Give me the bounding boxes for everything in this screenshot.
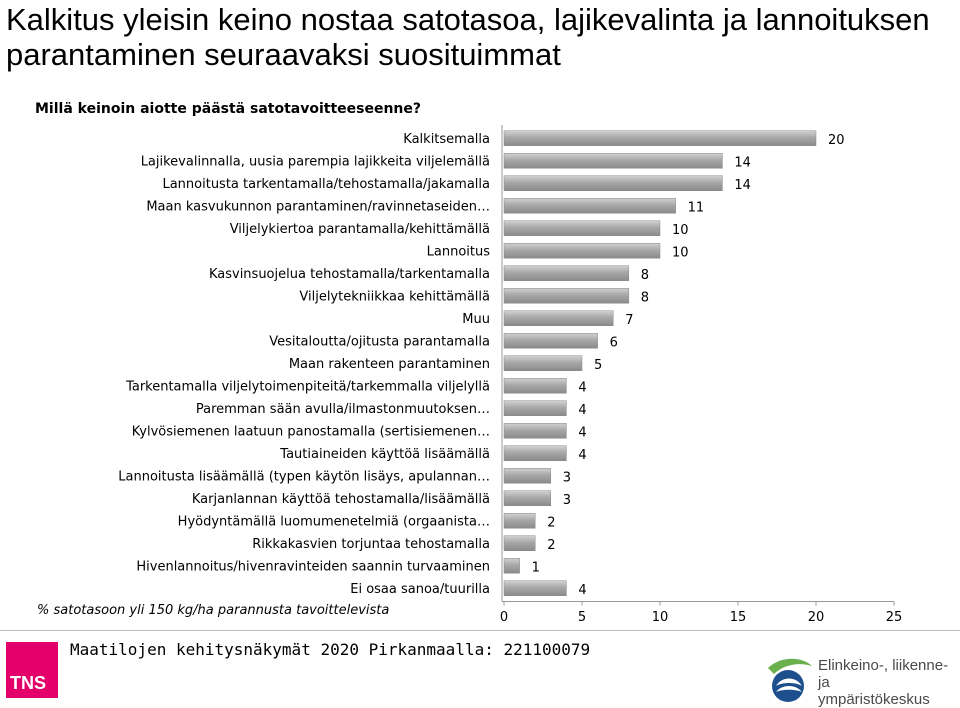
category-label: Rikkakasvien torjuntaa tehostamalla <box>252 537 490 552</box>
bar-value-label: 4 <box>578 380 586 395</box>
bar <box>503 175 723 191</box>
bar-value-label: 4 <box>578 403 586 418</box>
bar-value-label: 10 <box>672 223 689 238</box>
category-label: Tarkentamalla viljelytoimenpiteitä/tarke… <box>125 379 490 394</box>
category-label: Maan kasvukunnon parantaminen/ravinnetas… <box>146 199 490 214</box>
category-label: Ei osaa sanoa/tuurilla <box>350 582 490 597</box>
page-title: Kalkitus yleisin keino nostaa satotasoa,… <box>6 2 930 72</box>
bar-value-label: 8 <box>641 268 649 283</box>
category-label: Viljelykiertoa parantamalla/kehittämällä <box>230 222 490 237</box>
bar-value-label: 8 <box>641 290 649 305</box>
bars-group: Kalkitsemalla 20 Lajikevalinnalla, uusia p… <box>118 130 845 598</box>
bar-value-label: 2 <box>547 515 555 530</box>
bar <box>503 265 630 281</box>
category-label: Hyödyntämällä luomumenetelmiä (orgaanist… <box>178 514 490 529</box>
category-label: Muu <box>462 312 490 327</box>
x-tick-label: 25 <box>886 610 903 625</box>
x-tick-label: 0 <box>500 610 508 625</box>
bar-value-label: 3 <box>563 470 571 485</box>
bar-value-label: 10 <box>672 245 689 260</box>
category-label: Tautiaineiden käyttöä lisäämällä <box>279 447 490 462</box>
bar-value-label: 2 <box>547 538 555 553</box>
category-label: Paremman sään avulla/ilmastonmuutoksen… <box>196 402 490 417</box>
bar <box>503 445 567 461</box>
tns-logo-text: TNS <box>10 673 46 693</box>
category-label: Kalkitsemalla <box>403 132 490 147</box>
bar <box>503 580 567 596</box>
bar-value-label: 20 <box>828 133 845 148</box>
bar <box>503 423 567 439</box>
category-label: Vesitaloutta/ojitusta parantamalla <box>269 334 490 349</box>
bar <box>503 378 567 394</box>
bar-value-label: 7 <box>625 313 633 328</box>
bar-value-label: 14 <box>734 178 751 193</box>
bar-value-label: 3 <box>563 493 571 508</box>
bar <box>503 333 598 349</box>
bar-value-label: 14 <box>734 155 751 170</box>
category-label: Lannoitus <box>427 244 491 259</box>
ely-logo-line1: Elinkeino-, liikenne- ja <box>818 657 949 691</box>
footnote: % satotasoon yli 150 kg/ha parannusta ta… <box>37 603 390 618</box>
category-label: Karjanlannan käyttöä tehostamalla/lisääm… <box>192 492 490 507</box>
bar <box>503 400 567 416</box>
bar <box>503 558 520 574</box>
bar <box>503 310 614 326</box>
footer-divider <box>0 630 960 631</box>
bar-value-label: 11 <box>688 200 705 215</box>
x-tick-label: 10 <box>652 610 669 625</box>
bar-value-label: 4 <box>578 425 586 440</box>
ely-logo-icon <box>768 658 812 702</box>
bar <box>503 243 661 259</box>
category-label: Kasvinsuojelua tehostamalla/tarkentamall… <box>209 267 490 282</box>
bar <box>503 288 630 304</box>
bar <box>503 513 536 529</box>
bar-value-label: 4 <box>578 448 586 463</box>
ely-logo-line2: ympäristökeskus <box>818 691 930 708</box>
footer-source-text: Maatilojen kehitysnäkymät 2020 Pirkanmaa… <box>70 640 591 659</box>
x-tick-label: 20 <box>808 610 825 625</box>
bar-value-label: 6 <box>610 335 618 350</box>
bar-value-label: 5 <box>594 358 602 373</box>
bar-value-label: 1 <box>532 560 540 575</box>
ely-logo-text: Elinkeino-, liikenne- ja ympäristökeskus <box>818 657 958 708</box>
category-label: Viljelytekniikkaa kehittämällä <box>299 289 490 304</box>
bar <box>503 198 676 214</box>
tns-logo: TNS <box>6 642 58 698</box>
x-axis: 0 5 10 15 20 25 <box>500 125 902 625</box>
bar <box>503 355 583 371</box>
bar <box>503 535 536 551</box>
x-tick-label: 5 <box>578 610 586 625</box>
x-tick-label: 15 <box>730 610 747 625</box>
bar-value-label: 4 <box>578 583 586 598</box>
survey-question: Millä keinoin aiotte päästä satotavoitte… <box>35 101 422 117</box>
bar <box>503 153 723 169</box>
category-label: Lannoitusta lisäämällä (typen käytön lis… <box>118 469 490 484</box>
category-label: Hivenlannoitus/hivenravinteiden saannin … <box>136 559 490 574</box>
bar <box>503 490 552 506</box>
bar <box>503 468 552 484</box>
category-label: Lannoitusta tarkentamalla/tehostamalla/j… <box>162 177 490 192</box>
category-label: Maan rakenteen parantaminen <box>289 357 490 372</box>
category-label: Lajikevalinnalla, uusia parempia lajikke… <box>141 154 490 169</box>
bar <box>503 130 817 146</box>
bar <box>503 220 661 236</box>
category-label: Kylvösiemenen laatuun panostamalla (sert… <box>132 424 490 439</box>
